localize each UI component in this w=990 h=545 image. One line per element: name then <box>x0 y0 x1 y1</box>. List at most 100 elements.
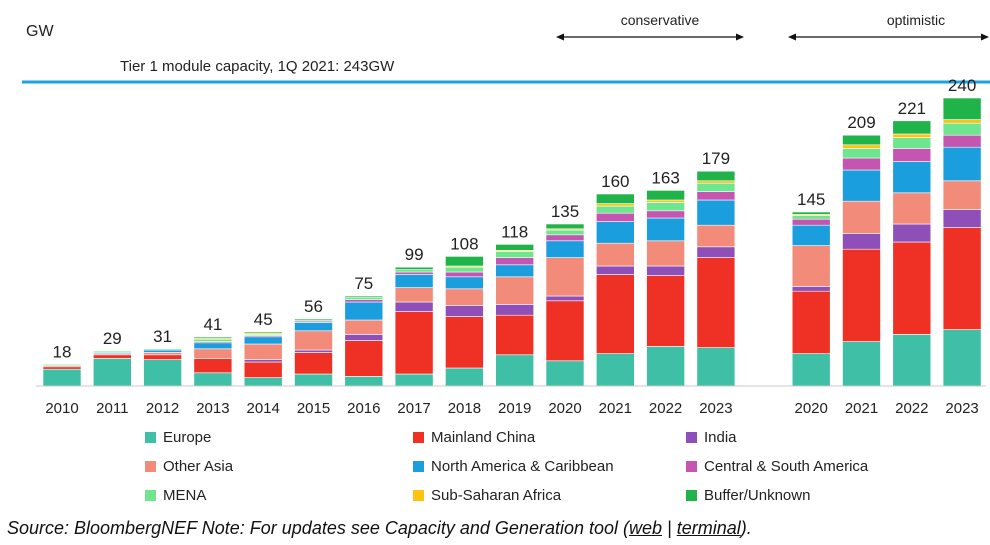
legend-label: Mainland China <box>431 428 536 446</box>
bar-segment <box>294 349 333 353</box>
bar-segment <box>344 295 384 298</box>
x-tick-label: 2011 <box>96 400 128 417</box>
bar-segment <box>394 301 434 312</box>
bar-segment <box>646 199 685 203</box>
x-tick-label: 2022 <box>649 400 682 417</box>
bar-segment <box>892 223 932 243</box>
x-tick-label: 2020 <box>795 400 828 417</box>
x-tick-label: 2014 <box>247 400 280 417</box>
x-tick-label: 2023 <box>945 400 978 417</box>
legend-swatch <box>145 460 156 472</box>
bar-segment <box>595 205 635 214</box>
bar-segment <box>791 218 831 226</box>
bar-segment <box>42 364 82 366</box>
bar-segment <box>545 240 585 258</box>
bar-total-label: 31 <box>153 327 172 346</box>
bar-segment <box>942 227 982 330</box>
bar-total-label: 75 <box>354 274 373 293</box>
legend-label: MENA <box>163 486 207 504</box>
bar-segment <box>344 340 384 377</box>
legend-swatch <box>686 431 697 443</box>
bar-segment <box>344 301 384 321</box>
bar-total-label: 18 <box>53 342 72 361</box>
bar-segment <box>646 217 685 242</box>
bar-segment <box>646 240 685 267</box>
bar-total-label: 118 <box>501 222 528 241</box>
bar-segment <box>243 359 283 363</box>
bar-segment <box>696 199 736 226</box>
bar-segment <box>545 229 585 236</box>
bar-segment <box>344 299 384 303</box>
bar-segment <box>842 144 881 149</box>
bar-segment <box>344 376 384 387</box>
bar-segment <box>445 305 484 317</box>
bars-layer: 18 2010 29 2011 31 2012 41 2013 45 2014 56 2015 75 20… <box>42 76 982 417</box>
bar-segment <box>791 211 831 215</box>
bar-total-label: 29 <box>103 329 122 348</box>
bar-segment <box>545 295 585 302</box>
bar-total-label: 135 <box>551 202 579 221</box>
reference-line-label: Tier 1 module capacity, 1Q 2021: 243GW <box>120 58 395 75</box>
bar-segment <box>545 223 585 230</box>
bar-segment <box>193 372 233 387</box>
bar-segment <box>394 274 434 288</box>
bar-segment <box>595 274 635 354</box>
bar-segment <box>143 348 182 351</box>
terminal-link[interactable]: terminal <box>676 518 741 538</box>
web-link[interactable]: web <box>629 518 663 538</box>
bar-segment <box>892 241 932 335</box>
bar-total-label: 108 <box>450 234 478 253</box>
legend-label: India <box>704 428 737 446</box>
bar-segment <box>143 359 182 387</box>
bar-segment <box>595 193 635 204</box>
x-tick-label: 2013 <box>196 400 229 417</box>
bar-segment <box>495 354 535 387</box>
bar-segment <box>696 246 736 258</box>
bar-segment <box>243 336 283 345</box>
legend-label: Europe <box>163 428 212 446</box>
bar-segment <box>445 256 484 267</box>
bar-segment <box>942 119 982 124</box>
legend-swatch <box>413 431 424 443</box>
bar-segment <box>445 276 484 290</box>
bar-segment <box>696 191 736 201</box>
bar-segment <box>942 209 982 228</box>
bar-segment <box>93 350 132 353</box>
bar-segment <box>696 257 736 348</box>
bar-segment <box>791 290 831 354</box>
bar-segment <box>495 276 535 305</box>
x-tick-label: 2021 <box>845 400 878 417</box>
bar-segment <box>344 334 384 341</box>
bar-segment <box>294 318 333 321</box>
source-note: Source: BloombergNEF Note: For updates s… <box>7 518 752 539</box>
bar-segment <box>842 134 881 146</box>
bar-segment <box>193 348 233 359</box>
bar-segment <box>344 319 384 335</box>
conservative-range-marker <box>556 33 744 41</box>
legend-item: India <box>686 427 737 447</box>
bar-segment <box>394 266 434 270</box>
bar-segment <box>595 221 635 244</box>
x-tick-label: 2012 <box>146 400 179 417</box>
legend-item: MENA <box>145 485 206 505</box>
bar-segment <box>294 373 333 387</box>
bar-segment <box>595 353 635 387</box>
bar-segment <box>193 338 233 342</box>
bar-total-label: 179 <box>702 149 730 168</box>
bar-segment <box>193 342 233 350</box>
bar-segment <box>942 134 982 148</box>
legend-item: Mainland China <box>413 427 535 447</box>
bar-segment <box>595 242 635 267</box>
bar-segment <box>143 352 182 356</box>
x-tick-label: 2023 <box>699 400 732 417</box>
bar-segment <box>791 224 831 246</box>
bar-segment <box>892 161 932 194</box>
bar-segment <box>445 316 484 369</box>
bar-segment <box>892 192 932 225</box>
legend-label: Buffer/Unknown <box>704 486 811 504</box>
x-tick-label: 2010 <box>45 400 78 417</box>
bar-segment <box>892 120 932 135</box>
bar-segment <box>143 354 182 360</box>
source-text: Source: BloombergNEF Note: For updates s… <box>7 518 630 538</box>
bar-segment <box>495 304 535 316</box>
